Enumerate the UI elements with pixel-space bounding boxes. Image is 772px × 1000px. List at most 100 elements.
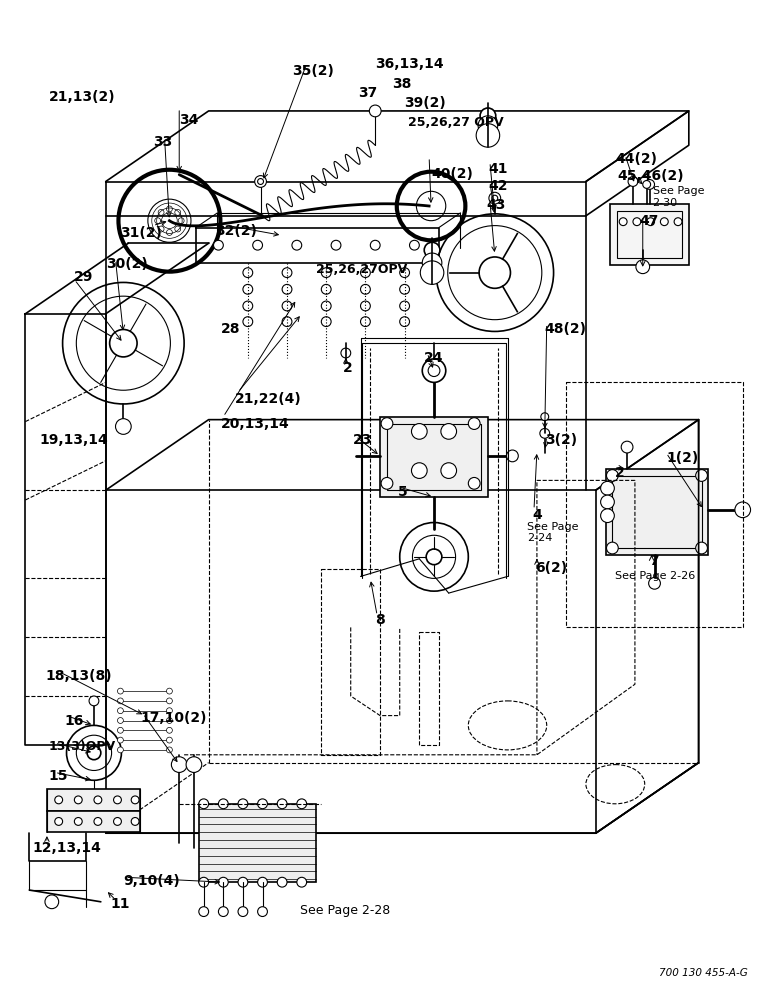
Text: 28: 28 [222,322,241,336]
Circle shape [696,470,707,481]
Circle shape [117,708,124,714]
Circle shape [607,542,618,554]
Text: 35(2): 35(2) [292,64,334,78]
Text: 40(2): 40(2) [431,167,473,181]
Text: 41: 41 [488,162,507,176]
Text: 12,13,14: 12,13,14 [32,841,101,855]
Circle shape [400,284,409,294]
Circle shape [628,177,638,186]
Circle shape [321,317,331,327]
Circle shape [117,688,124,694]
Text: 19,13,14: 19,13,14 [39,433,108,447]
Text: See Page: See Page [652,186,704,196]
Circle shape [660,218,669,226]
Circle shape [480,108,496,124]
Text: 16: 16 [65,714,84,728]
Circle shape [45,895,59,909]
Circle shape [117,718,124,723]
Text: 29: 29 [74,270,93,284]
Circle shape [469,477,480,489]
Text: 43: 43 [486,198,506,212]
Circle shape [621,441,633,453]
Circle shape [243,284,252,294]
Circle shape [607,470,618,481]
Circle shape [131,818,139,825]
Text: 3(2): 3(2) [545,433,577,447]
Bar [47,811,140,832]
Circle shape [648,577,660,589]
Text: 2: 2 [343,361,353,375]
Circle shape [218,799,229,809]
Bar [380,417,488,497]
Circle shape [74,796,82,804]
Circle shape [74,818,82,825]
Circle shape [243,317,252,327]
Circle shape [89,696,99,706]
Text: See Page 2-28: See Page 2-28 [300,904,390,917]
Circle shape [636,260,649,274]
Circle shape [400,268,409,278]
Text: 39(2): 39(2) [405,96,446,110]
Text: 48(2): 48(2) [545,322,587,336]
Text: 13(3)OPV: 13(3)OPV [49,740,116,753]
Circle shape [199,799,208,809]
Circle shape [381,477,393,489]
Bar [387,424,481,490]
Circle shape [735,502,750,518]
Circle shape [113,796,121,804]
Circle shape [252,240,262,250]
Circle shape [643,181,651,188]
Circle shape [369,105,381,117]
Circle shape [420,261,444,284]
Text: See Page 2-26: See Page 2-26 [615,571,696,581]
Circle shape [478,116,498,135]
Circle shape [633,218,641,226]
Circle shape [381,418,393,429]
Text: 44(2): 44(2) [615,152,657,166]
Circle shape [199,907,208,916]
Circle shape [186,757,201,772]
Circle shape [94,796,102,804]
Circle shape [441,463,456,478]
Circle shape [282,268,292,278]
Circle shape [476,124,499,147]
Circle shape [601,495,615,509]
Circle shape [411,424,427,439]
Text: 8: 8 [375,613,385,627]
Circle shape [282,301,292,311]
Text: 7: 7 [649,554,659,568]
Circle shape [601,481,615,495]
Circle shape [341,348,350,358]
Bar [47,789,140,811]
Text: 1(2): 1(2) [666,451,699,465]
Circle shape [619,218,627,226]
Circle shape [441,424,456,439]
Bar [612,476,702,548]
Circle shape [117,747,124,753]
Text: 32(2): 32(2) [215,224,257,238]
Circle shape [296,877,306,887]
Circle shape [371,240,380,250]
Text: 2-30: 2-30 [652,198,678,208]
Circle shape [321,284,331,294]
Circle shape [238,907,248,916]
Circle shape [218,877,229,887]
Circle shape [601,509,615,523]
Circle shape [238,799,248,809]
Bar [611,204,689,265]
Text: 25,26,27OPV: 25,26,27OPV [317,263,408,276]
Circle shape [426,365,442,380]
Text: 17,10(2): 17,10(2) [140,711,207,725]
Circle shape [113,818,121,825]
Circle shape [255,176,266,187]
Circle shape [489,192,501,204]
Circle shape [131,796,139,804]
Text: 11: 11 [110,897,130,911]
Text: 45,46(2): 45,46(2) [618,169,684,183]
Text: 9,10(4): 9,10(4) [124,874,180,888]
Text: 20,13,14: 20,13,14 [222,417,290,431]
Text: 5: 5 [398,485,408,499]
Text: 34: 34 [179,113,198,127]
Circle shape [238,877,248,887]
Text: 23: 23 [353,433,372,447]
